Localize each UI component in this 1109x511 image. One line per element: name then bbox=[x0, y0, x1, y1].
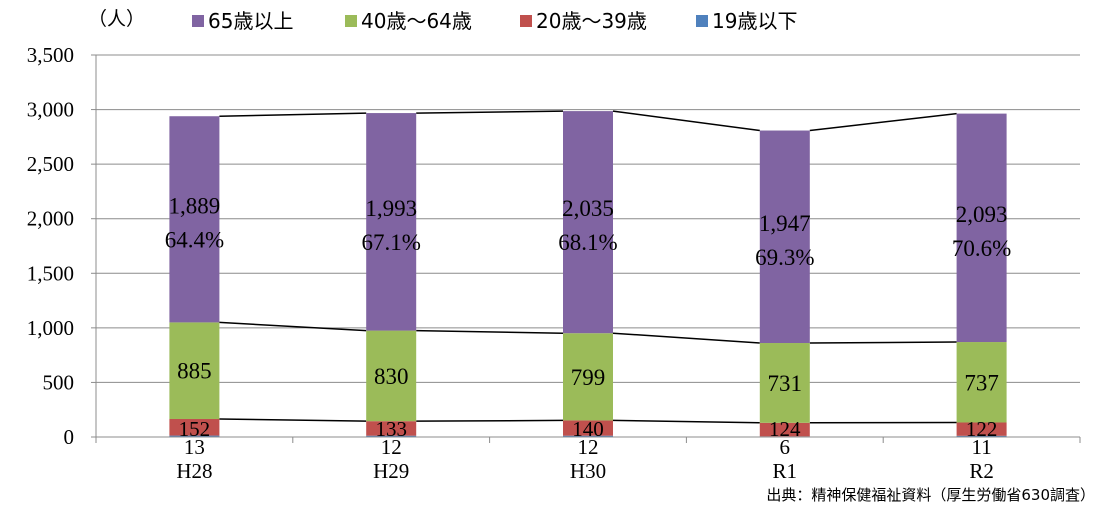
source-note: 出典：精神保健福祉資料（厚生労働省630調査） bbox=[766, 486, 1095, 504]
bar-segment bbox=[563, 435, 613, 437]
bar-segment bbox=[169, 116, 220, 323]
data-label-65plus: 1,947 bbox=[759, 211, 811, 236]
data-label-65plus-percent: 69.3% bbox=[755, 245, 814, 270]
x-axis: H28 H29 H30 R1 R2 bbox=[95, 436, 1081, 483]
legend-label: 20歳～39歳 bbox=[536, 9, 647, 33]
y-tick-label: 2,000 bbox=[27, 207, 74, 231]
data-label-65plus: 1,889 bbox=[169, 193, 221, 218]
x-tick-label: R1 bbox=[773, 459, 798, 483]
bars bbox=[169, 111, 1007, 437]
bar-segment bbox=[956, 422, 1007, 436]
y-tick-label: 500 bbox=[43, 370, 75, 394]
y-tick-label: 3,500 bbox=[27, 43, 74, 67]
bar-segment bbox=[563, 420, 613, 436]
y-tick-label: 2,500 bbox=[27, 152, 74, 176]
x-tick-label: R2 bbox=[969, 459, 994, 483]
bar-segment bbox=[759, 343, 810, 423]
data-label-19-under: 11 bbox=[971, 435, 991, 459]
bar-segment bbox=[759, 130, 810, 344]
series-connector-line bbox=[416, 110, 564, 114]
legend-label: 40歳～64歳 bbox=[361, 9, 472, 33]
series-connector-line bbox=[416, 419, 564, 422]
legend-swatch bbox=[520, 15, 532, 27]
bar-segment bbox=[956, 342, 1007, 423]
legend-swatch bbox=[696, 15, 708, 27]
series-connector-line bbox=[612, 332, 760, 344]
series-connector-line bbox=[809, 341, 957, 344]
data-label-65plus: 2,035 bbox=[562, 196, 614, 221]
data-label-65plus: 1,993 bbox=[365, 196, 417, 221]
y-axis-unit-label: （人） bbox=[88, 8, 145, 30]
data-label-40-64: 830 bbox=[374, 364, 409, 389]
data-label-19-under: 6 bbox=[780, 435, 791, 459]
series-connector-line bbox=[219, 112, 367, 117]
x-tick-label: H30 bbox=[570, 459, 606, 483]
data-label-19-under: 12 bbox=[578, 435, 599, 459]
bar-segment bbox=[169, 418, 220, 436]
bar-segment bbox=[956, 113, 1007, 343]
data-label-40-64: 737 bbox=[964, 370, 999, 395]
series-connector-line bbox=[612, 419, 760, 424]
y-axis: 0 500 1,000 1,500 2,000 2,500 3,000 3,500 bbox=[27, 43, 97, 449]
x-tick-label: H28 bbox=[176, 459, 212, 483]
legend-swatch bbox=[345, 15, 357, 27]
bar-segment bbox=[366, 113, 417, 331]
bar-segment bbox=[169, 435, 220, 437]
data-label-65plus-percent: 64.4% bbox=[165, 227, 224, 252]
bar-segment bbox=[169, 322, 220, 419]
data-label-65plus-percent: 68.1% bbox=[558, 230, 617, 255]
data-label-65plus-percent: 70.6% bbox=[952, 236, 1011, 261]
series-connector-line bbox=[219, 418, 367, 422]
y-tick-label: 1,000 bbox=[27, 316, 74, 340]
y-tick-label: 3,000 bbox=[27, 98, 74, 122]
legend-label: 19歳以下 bbox=[712, 9, 797, 33]
series-connector-line bbox=[416, 329, 564, 334]
bar-segment bbox=[366, 330, 417, 422]
data-label-19-under: 12 bbox=[381, 435, 402, 459]
data-label-40-64: 731 bbox=[768, 371, 803, 396]
y-tick-label: 1,500 bbox=[27, 261, 74, 285]
legend-swatch bbox=[192, 15, 204, 27]
bar-segment bbox=[759, 422, 810, 437]
legend-label: 65歳以上 bbox=[208, 9, 293, 33]
data-label-40-64: 885 bbox=[177, 359, 212, 384]
series-connector-line bbox=[809, 112, 957, 132]
y-tick-label: 0 bbox=[64, 425, 75, 449]
series-connector-lines bbox=[219, 110, 957, 424]
data-label-65plus-percent: 67.1% bbox=[361, 230, 420, 255]
bar-segment bbox=[366, 435, 417, 437]
data-label-19-under: 13 bbox=[184, 435, 205, 459]
bar-segment bbox=[956, 435, 1007, 437]
data-label-65plus: 2,093 bbox=[956, 202, 1008, 227]
bar-segment bbox=[366, 421, 417, 436]
data-label-40-64: 799 bbox=[571, 365, 606, 390]
series-connector-line bbox=[219, 321, 367, 332]
legend: 65歳以上 40歳～64歳 20歳～39歳 19歳以下 bbox=[192, 9, 797, 33]
series-connector-line bbox=[612, 110, 760, 132]
x-tick-label: H29 bbox=[373, 459, 409, 483]
bar-segment bbox=[563, 111, 613, 334]
bar-segment bbox=[563, 333, 613, 421]
